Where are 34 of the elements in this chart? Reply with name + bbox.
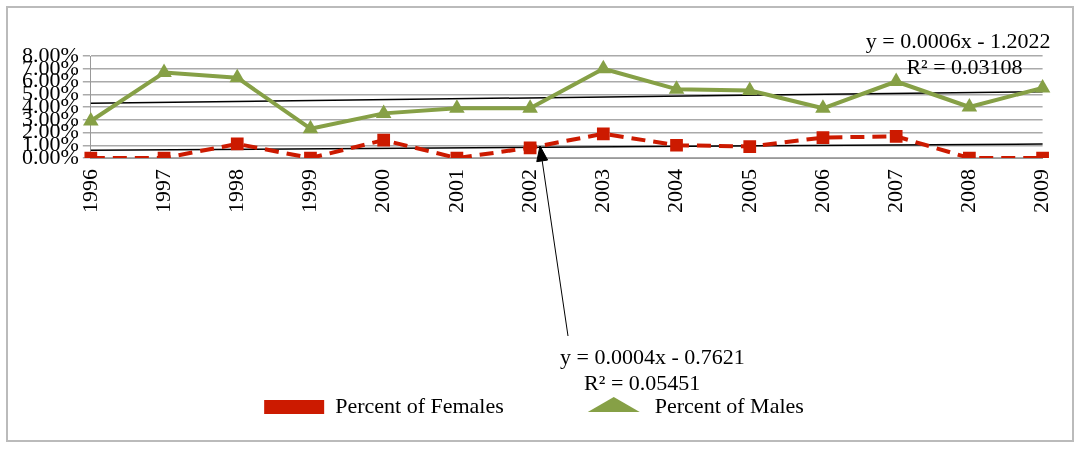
point xyxy=(741,81,758,95)
x-tick-label: 2009 xyxy=(1028,169,1054,213)
x-tick-label: 1999 xyxy=(296,169,322,213)
point xyxy=(595,59,612,74)
text: R² = 0.05451 xyxy=(584,369,701,395)
point xyxy=(815,99,831,113)
point xyxy=(83,112,99,126)
point xyxy=(668,80,685,94)
x-tick-label: 2008 xyxy=(955,169,981,213)
x-tick-label: 2006 xyxy=(808,169,834,213)
point xyxy=(888,72,904,86)
point xyxy=(522,99,538,113)
point xyxy=(449,99,465,113)
x-tick-label: 2004 xyxy=(662,169,688,213)
point xyxy=(1034,78,1051,93)
x-tick-label: 2005 xyxy=(735,169,761,213)
legend-label: Percent of Females xyxy=(335,392,504,418)
x-tick-label: 1996 xyxy=(76,169,102,213)
point xyxy=(961,98,978,112)
legend-label: Percent of Males xyxy=(654,392,804,418)
text: y = 0.0004x - 0.7621 xyxy=(560,343,745,369)
x-tick-label: 2002 xyxy=(515,169,541,213)
x-tick-label: 1997 xyxy=(149,169,175,213)
x-tick-label: 2001 xyxy=(442,169,468,213)
x-tick-label: 1998 xyxy=(223,169,249,213)
x-tick-label: 2007 xyxy=(881,169,907,213)
x-tick-label: 2003 xyxy=(589,169,615,213)
point xyxy=(156,63,172,78)
point xyxy=(375,104,392,118)
x-tick-label: 2000 xyxy=(369,169,395,213)
annotation: R² = 0.03108 xyxy=(906,53,1023,79)
text: y = 0.0006x - 1.2022 xyxy=(865,27,1051,53)
point xyxy=(302,119,319,134)
point xyxy=(229,68,246,83)
